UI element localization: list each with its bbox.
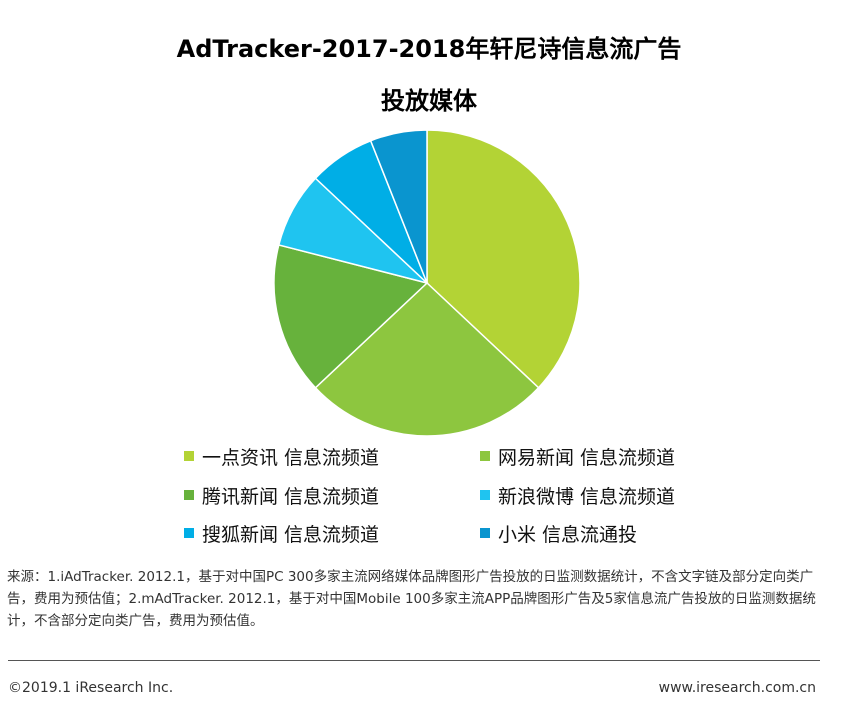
- pie-slice-3: [273, 244, 429, 389]
- footer-divider: [8, 660, 820, 661]
- pie-slice-1: [426, 129, 581, 389]
- legend-swatch: [480, 528, 490, 538]
- legend-item-6: 小米 信息流通投: [480, 520, 637, 546]
- legend-item-1: 一点资讯 信息流频道: [184, 443, 379, 469]
- legend-swatch: [480, 490, 490, 500]
- legend-swatch: [184, 490, 194, 500]
- legend-item-5: 搜狐新闻 信息流频道: [184, 520, 379, 546]
- legend-item-4: 新浪微博 信息流频道: [480, 482, 675, 508]
- pie-slice-2: [314, 281, 540, 437]
- source-note: 来源：1.iAdTracker. 2012.1，基于对中国PC 300多家主流网…: [7, 569, 816, 629]
- chart-title-line-2: 投放媒体: [381, 87, 477, 115]
- legend-item-2: 网易新闻 信息流频道: [480, 443, 675, 469]
- legend-label: 搜狐新闻 信息流频道: [202, 523, 380, 546]
- legend-label: 腾讯新闻 信息流频道: [202, 485, 380, 508]
- legend-swatch: [184, 451, 194, 461]
- legend-swatch: [184, 528, 194, 538]
- legend-swatch: [480, 451, 490, 461]
- website-link[interactable]: www.iresearch.com.cn: [658, 680, 816, 696]
- pie-slice-6: [369, 129, 428, 284]
- legend-label: 网易新闻 信息流频道: [498, 446, 676, 469]
- chart-title-line-1: AdTracker-2017-2018年轩尼诗信息流广告: [176, 35, 682, 63]
- copyright-text: ©2019.1 iResearch Inc.: [8, 680, 174, 696]
- legend-item-3: 腾讯新闻 信息流频道: [184, 482, 379, 508]
- legend-label: 新浪微博 信息流频道: [498, 485, 676, 508]
- legend-label: 小米 信息流通投: [498, 523, 638, 546]
- legend-label: 一点资讯 信息流频道: [202, 446, 380, 469]
